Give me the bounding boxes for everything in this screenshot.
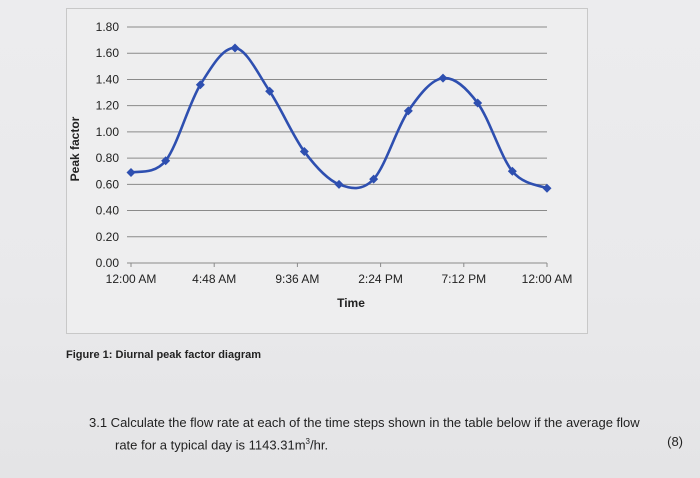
y-tick-labels: 0.00 0.20 0.40 0.60 0.80 1.00 1.20 1.40 1.60 1.80 xyxy=(96,20,120,270)
y-tick-label: 1.40 xyxy=(96,72,120,86)
x-tick-label: 12:00 AM xyxy=(106,272,157,286)
x-tick-label: 7:12 PM xyxy=(441,272,486,286)
x-tick-label: 12:00 AM xyxy=(522,272,573,286)
y-tick-label: 0.40 xyxy=(96,204,120,218)
data-point-marker xyxy=(473,98,483,108)
data-point-marker xyxy=(438,73,448,83)
question-line-1: 3.1 Calculate the flow rate at each of t… xyxy=(89,415,640,430)
series-markers xyxy=(126,43,552,193)
chart-frame: 0.00 0.20 0.40 0.60 0.80 1.00 1.20 1.40 1.60 1.80… xyxy=(66,8,588,334)
y-tick-label: 0.80 xyxy=(96,151,120,165)
y-tick-label: 1.00 xyxy=(96,125,120,139)
y-tick-label: 0.60 xyxy=(96,177,120,191)
question-line-2-unit: /hr. xyxy=(309,437,329,453)
y-tick-label: 0.00 xyxy=(96,256,120,270)
figure-caption: Figure 1: Diurnal peak factor diagram xyxy=(66,349,261,361)
x-tick-label: 4:48 AM xyxy=(192,272,236,286)
x-tick-label: 9:36 AM xyxy=(275,272,319,286)
data-point-marker xyxy=(230,43,240,53)
x-tick-labels: 12:00 AM 4:48 AM 9:36 AM 2:24 PM 7:12 PM 12:0… xyxy=(106,272,573,286)
data-point-marker xyxy=(161,156,171,166)
y-tick-label: 0.20 xyxy=(96,230,120,244)
data-point-marker xyxy=(195,80,205,90)
data-point-marker xyxy=(403,106,413,116)
grid-lines xyxy=(127,26,548,267)
data-point-marker xyxy=(126,168,136,178)
question-line-2: rate for a typical day is 1143.31m3/hr. xyxy=(89,432,687,454)
cubic-superscript: 3 xyxy=(305,437,310,446)
series-line xyxy=(129,46,549,190)
data-point-marker xyxy=(369,174,379,184)
data-point-marker xyxy=(265,86,275,96)
y-tick-label: 1.60 xyxy=(96,46,120,60)
peak-factor-line-chart: 0.00 0.20 0.40 0.60 0.80 1.00 1.20 1.40 1.60 1.80… xyxy=(68,20,573,310)
x-tick-label: 2:24 PM xyxy=(358,272,403,286)
data-point-marker xyxy=(334,179,344,189)
x-axis-title: Time xyxy=(337,296,365,310)
data-point-marker xyxy=(507,166,517,176)
y-tick-label: 1.80 xyxy=(96,20,120,34)
marks-label: (8) xyxy=(667,434,683,449)
question-text: 3.1 Calculate the flow rate at each of t… xyxy=(89,413,687,454)
y-tick-label: 1.20 xyxy=(96,99,120,113)
data-point-marker xyxy=(542,183,552,193)
question-line-2-text: rate for a typical day is 1143.31m xyxy=(115,437,306,453)
y-axis-title: Peak factor xyxy=(68,116,82,181)
data-point-marker xyxy=(299,147,309,157)
